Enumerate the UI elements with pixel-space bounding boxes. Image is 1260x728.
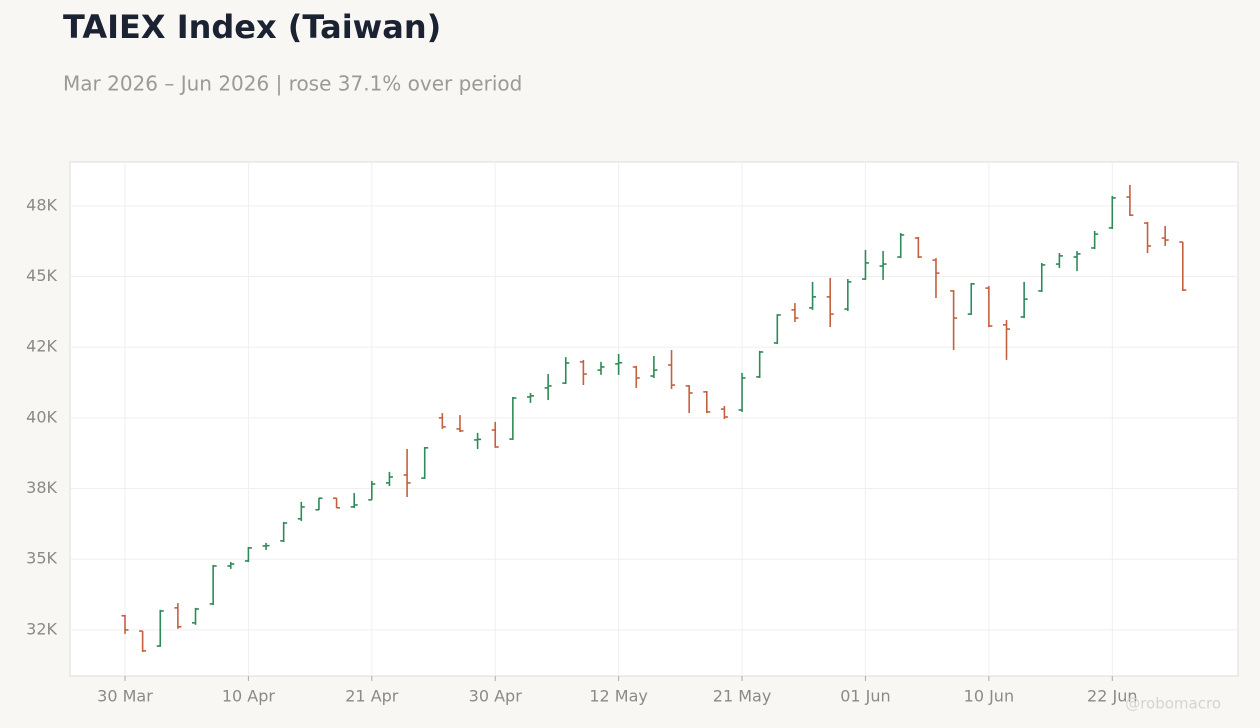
y-tick-label: 42K: [26, 337, 57, 356]
x-tick-label: 30 Mar: [97, 687, 153, 706]
x-tick-label: 21 Apr: [345, 687, 399, 706]
x-tick-label: 12 May: [589, 687, 648, 706]
y-tick-label: 35K: [26, 549, 57, 568]
y-tick-label: 40K: [26, 407, 57, 426]
y-tick-label: 38K: [26, 478, 57, 497]
y-tick-label: 45K: [26, 266, 57, 285]
x-tick-label: 01 Jun: [840, 687, 890, 706]
x-tick-label: 10 Apr: [222, 687, 276, 706]
plot-area: [69, 161, 1239, 677]
x-tick-label: 30 Apr: [469, 687, 523, 706]
chart-title: TAIEX Index (Taiwan): [63, 8, 441, 46]
watermark: @robomacro: [1125, 695, 1221, 713]
x-tick-label: 10 Jun: [964, 687, 1014, 706]
x-tick-label: 21 May: [713, 687, 772, 706]
x-tick-label: 22 Jun: [1087, 687, 1137, 706]
chart-subtitle: Mar 2026 – Jun 2026 | rose 37.1% over pe…: [63, 72, 522, 96]
y-tick-label: 32K: [26, 619, 57, 638]
y-tick-label: 48K: [26, 195, 57, 214]
grid: 32K 35K 38K 40K 42K 45K 48K 30 Mar 10 Apr 21 Apr 3…: [26, 162, 1238, 706]
marks: [121, 184, 1187, 652]
